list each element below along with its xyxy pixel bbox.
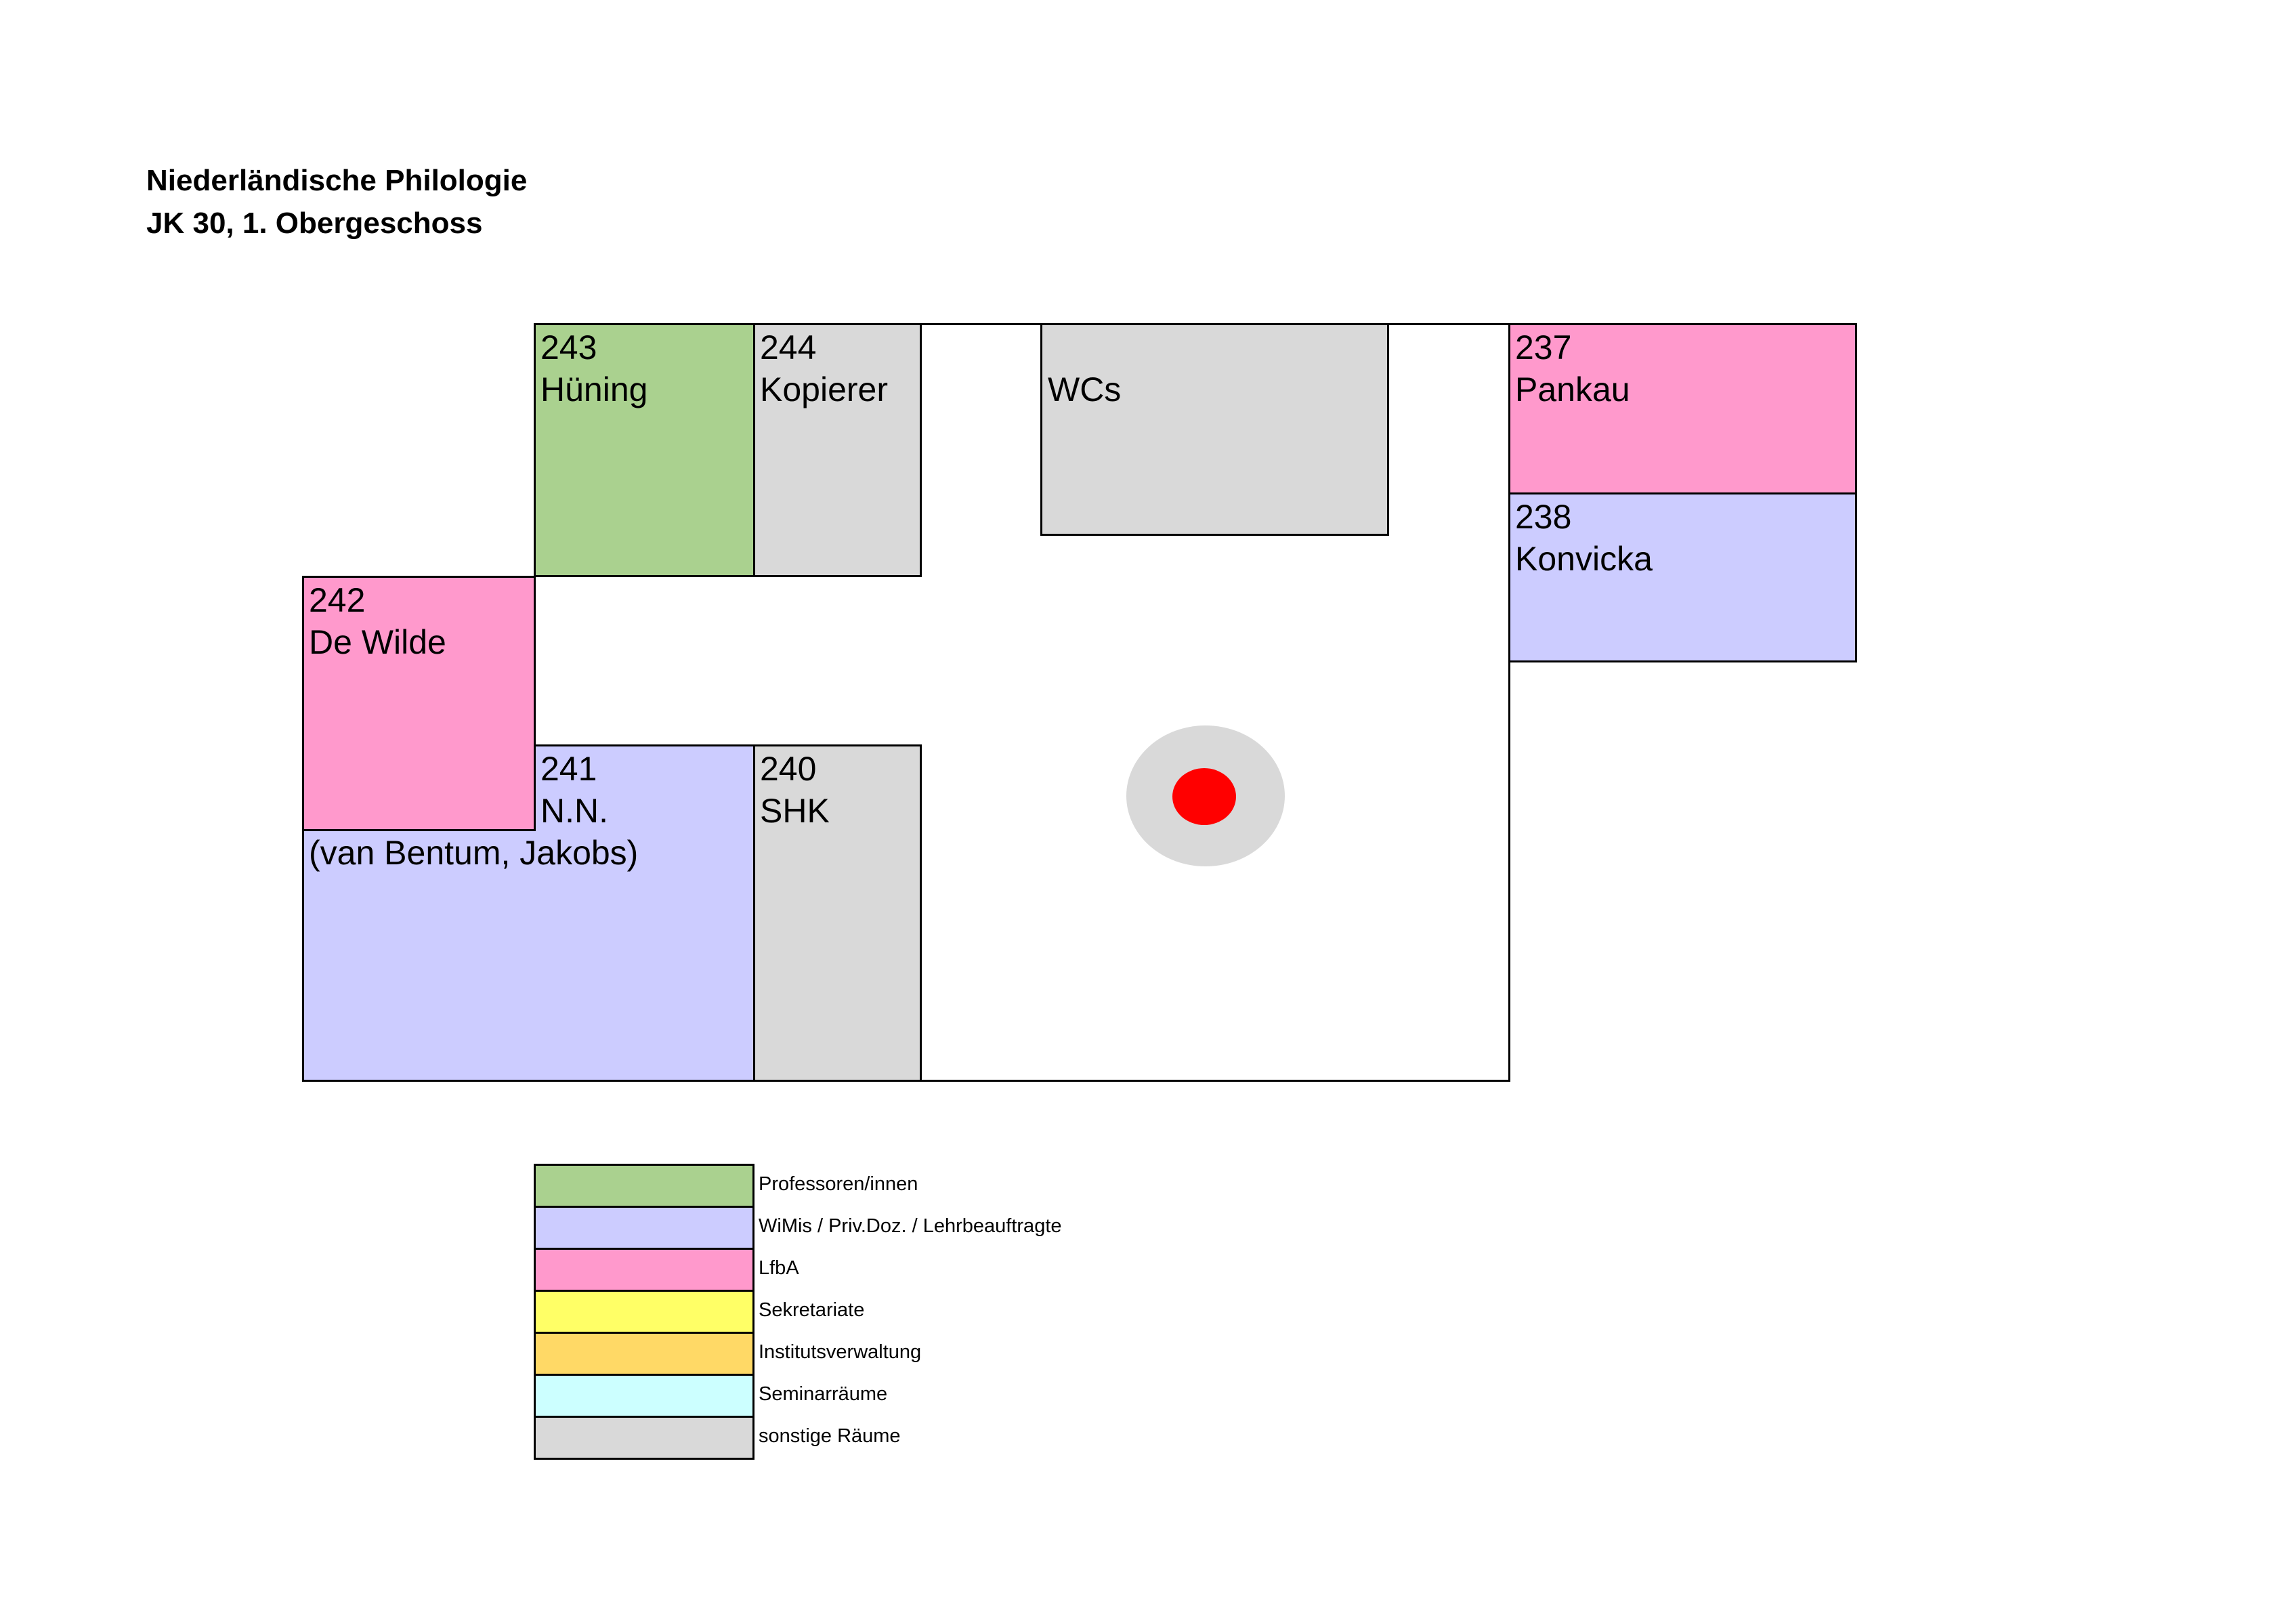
room-number: 241 bbox=[540, 750, 597, 788]
room-occupant: Konvicka bbox=[1515, 540, 1653, 578]
exterior-area bbox=[302, 321, 534, 576]
legend-label: Seminarräume bbox=[759, 1383, 888, 1405]
room-number: 240 bbox=[760, 750, 817, 788]
room-number: 237 bbox=[1515, 329, 1572, 366]
page-title: Niederländische Philologie bbox=[146, 164, 528, 197]
legend-swatch-sek bbox=[534, 1290, 754, 1334]
room-number: 243 bbox=[540, 329, 597, 366]
room-number: 242 bbox=[309, 581, 366, 619]
legend-label: WiMis / Priv.Doz. / Lehrbeauftragte bbox=[759, 1215, 1062, 1237]
legend-swatch-prof bbox=[534, 1164, 754, 1208]
room-237[interactable]: 237 Pankau bbox=[1508, 323, 1857, 494]
room-occupant: N.N. bbox=[540, 792, 608, 830]
legend-label: Professoren/innen bbox=[759, 1173, 918, 1195]
room-238[interactable]: 238 Konvicka bbox=[1508, 492, 1857, 662]
room-occupant: WCs bbox=[1048, 371, 1122, 408]
legend-swatch-lfba bbox=[534, 1248, 754, 1292]
room-occupant: De Wilde bbox=[309, 623, 446, 661]
room-occupant: SHK bbox=[760, 792, 830, 830]
page-subtitle: JK 30, 1. Obergeschoss bbox=[146, 207, 483, 240]
room-wcs[interactable]: WCs bbox=[1040, 323, 1389, 536]
legend-swatch-sem bbox=[534, 1374, 754, 1418]
room-number: 238 bbox=[1515, 498, 1572, 536]
legend-swatch-inst bbox=[534, 1332, 754, 1376]
room-note: (van Bentum, Jakobs) bbox=[309, 834, 639, 872]
room-240[interactable]: 240 SHK bbox=[753, 744, 922, 1082]
room-242[interactable]: 242 De Wilde bbox=[302, 576, 536, 831]
legend-label: Sekretariate bbox=[759, 1299, 865, 1321]
legend-swatch-wimi bbox=[534, 1206, 754, 1250]
legend-swatch-other bbox=[534, 1416, 754, 1460]
legend-label: Institutsverwaltung bbox=[759, 1341, 922, 1363]
room-244[interactable]: 244 Kopierer bbox=[753, 323, 922, 577]
legend-label: sonstige Räume bbox=[759, 1425, 901, 1447]
room-occupant: Pankau bbox=[1515, 371, 1630, 408]
location-marker-dot bbox=[1172, 768, 1236, 825]
room-number: 244 bbox=[760, 329, 817, 366]
legend-label: LfbA bbox=[759, 1257, 799, 1279]
room-243[interactable]: 243 Hüning bbox=[534, 323, 755, 577]
room-occupant: Kopierer bbox=[760, 371, 888, 408]
room-occupant: Hüning bbox=[540, 371, 648, 408]
